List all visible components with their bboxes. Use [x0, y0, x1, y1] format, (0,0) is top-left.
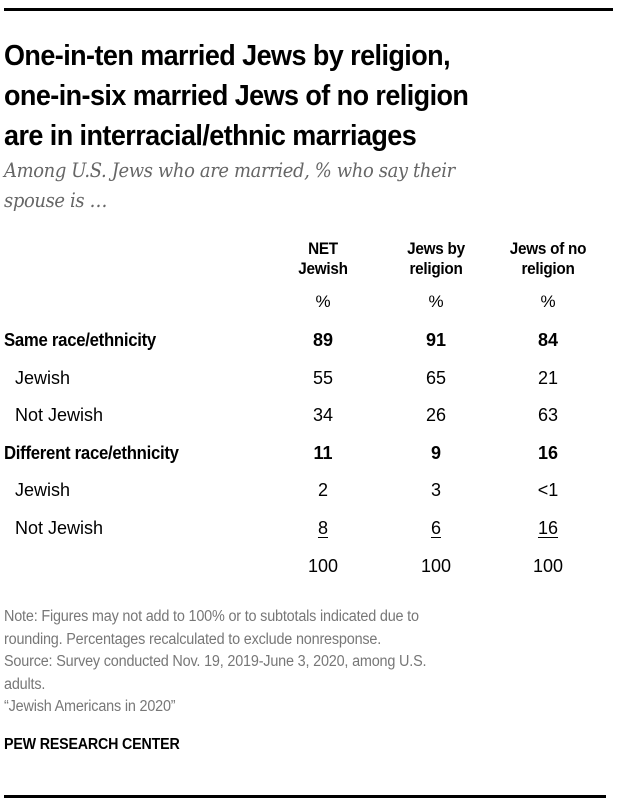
row-label: Same race/ethnicity — [4, 330, 156, 350]
table-cell: 100 — [420, 556, 452, 576]
report-title-line: “Jewish Americans in 2020” — [4, 698, 176, 715]
chart-subtitle: Among U.S. Jews who are married, % who s… — [4, 156, 556, 216]
table-cell: 3 — [430, 480, 441, 500]
row-label: Jewish — [15, 368, 71, 388]
chart-title: One-in-ten married Jews by religion, one… — [4, 36, 573, 156]
note-line: rounding. Percentages recalculated to ex… — [4, 630, 382, 648]
underlined-value: 8 — [317, 518, 328, 538]
top-rule — [4, 8, 613, 11]
column-header-line: religion — [521, 259, 575, 278]
table-cell: 21 — [537, 368, 559, 388]
table-cell: 11 — [313, 443, 333, 463]
unit-label: % — [315, 292, 331, 311]
underlined-value: 6 — [430, 518, 441, 538]
note-line: Note: Figures may not add to 100% or to … — [4, 608, 419, 625]
table-cell: <1 — [537, 480, 559, 500]
row-label: Different race/ethnicity — [4, 443, 179, 463]
chart-note: Note: Figures may not add to 100% or to … — [4, 606, 581, 719]
source-line: Source: Survey conducted Nov. 19, 2019-J… — [4, 653, 427, 670]
title-line: One-in-ten married Jews by religion, — [4, 40, 451, 72]
column-header-line: Jewish — [298, 259, 348, 278]
table-cell: 100 — [532, 556, 564, 576]
column-header-line: NET — [308, 239, 338, 258]
table-row-total: 100 100 100 — [0, 554, 620, 584]
table-cell: 6 — [386, 516, 486, 540]
column-header-line: religion — [409, 259, 463, 278]
table-cell: 65 — [425, 368, 447, 388]
table-cell: 91 — [425, 330, 447, 350]
table-cell: 9 — [430, 443, 441, 463]
subtitle-line: Among U.S. Jews who are married, % who s… — [4, 159, 455, 182]
table-cell: 55 — [312, 368, 334, 388]
table-cell: 2 — [317, 480, 328, 500]
column-header-jews-by-religion: Jews by religion — [382, 239, 490, 279]
column-header-jews-of-no-religion: Jews of no religion — [494, 239, 602, 279]
table-cell: 100 — [307, 556, 339, 576]
subtitle-line: spouse is … — [4, 189, 108, 212]
source-line: adults. — [4, 675, 46, 693]
table-cell: 63 — [537, 405, 559, 425]
row-label: Not Jewish — [15, 518, 104, 538]
column-header-line: Jews of no — [509, 239, 587, 258]
column-header-line: Jews by — [407, 239, 465, 258]
table-cell: 34 — [312, 405, 334, 425]
unit-label: % — [540, 292, 556, 311]
row-label: Not Jewish — [15, 405, 104, 425]
table-row-same-race-jewish: Jewish 55 65 21 — [0, 366, 620, 396]
table-row-different-race-jewish: Jewish 2 3 <1 — [0, 478, 620, 508]
unit-label: % — [428, 292, 444, 311]
table-row-different-race: Different race/ethnicity 11 9 16 — [0, 441, 620, 471]
row-label: Jewish — [15, 480, 71, 500]
column-header-net-jewish: NET Jewish — [269, 239, 377, 279]
table-cell: 16 — [537, 443, 559, 463]
table-row-same-race: Same race/ethnicity 89 91 84 — [0, 328, 620, 358]
bottom-rule — [4, 795, 606, 798]
table-cell: 16 — [498, 516, 598, 540]
table-cell: 84 — [537, 330, 559, 350]
title-line: one-in-six married Jews of no religion — [4, 80, 469, 112]
title-line: are in interracial/ethnic marriages — [4, 120, 417, 152]
table-row-same-race-not-jewish: Not Jewish 34 26 63 — [0, 403, 620, 433]
underlined-value: 16 — [537, 518, 559, 538]
table-row-different-race-not-jewish: Not Jewish 8 6 16 — [0, 516, 620, 546]
table-cell: 89 — [312, 330, 334, 350]
table-cell: 26 — [425, 405, 447, 425]
brand-logo-text: PEW RESEARCH CENTER — [4, 736, 180, 753]
table-cell: 8 — [273, 516, 373, 540]
